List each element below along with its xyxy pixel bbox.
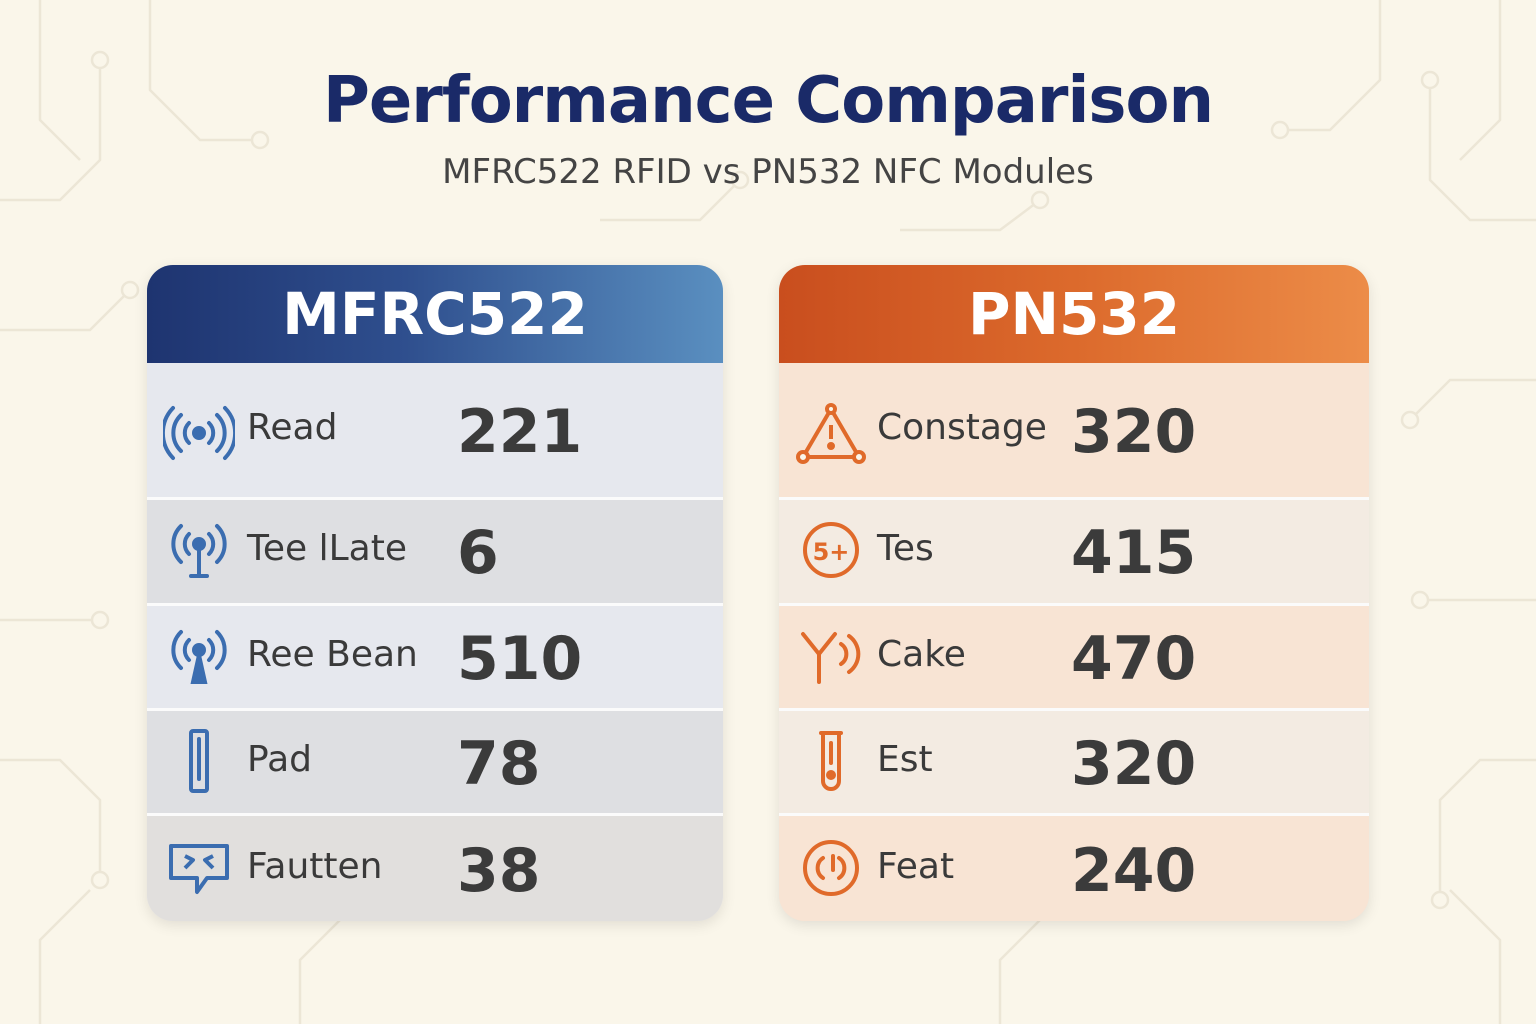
mfrc522-row: Tee lLate 6 [147, 497, 723, 603]
pn532-row: Feat 240 [779, 813, 1369, 921]
mfrc522-row: Ree Bean 510 [147, 603, 723, 708]
pn532-rows: Constage 320 5+ Tes 415 C [779, 363, 1369, 921]
row-label: Read [247, 407, 338, 448]
row-value: 510 [457, 624, 583, 694]
row-label: Tes [877, 528, 934, 569]
row-value: 320 [1071, 729, 1197, 799]
signal-tower-icon [795, 626, 867, 686]
coin-icon: 5+ [795, 520, 867, 580]
pn532-row: 5+ Tes 415 [779, 497, 1369, 603]
row-value: 78 [457, 729, 541, 799]
antenna-icon [163, 520, 235, 580]
mfrc522-header-label: MFRC522 [282, 280, 588, 348]
row-value: 320 [1071, 397, 1197, 467]
page-title: Performance Comparison [322, 64, 1214, 138]
row-value: 221 [457, 397, 583, 467]
mfrc522-row: Fautten 38 [147, 813, 723, 921]
antenna-icon [163, 626, 235, 686]
mfrc522-rows: Read 221 Tee lLate 6 [147, 363, 723, 921]
mfrc522-card: MFRC522 Read 221 [147, 265, 723, 921]
pn532-row: Cake 470 [779, 603, 1369, 708]
wireless-signal-icon [160, 403, 238, 463]
row-label: Tee lLate [247, 528, 407, 569]
bar-device-icon [163, 729, 235, 793]
coin-icon-text: 5+ [813, 538, 850, 566]
mfrc522-card-header: MFRC522 [147, 265, 723, 363]
row-value: 240 [1071, 836, 1197, 906]
clock-icon [795, 838, 867, 898]
row-value: 415 [1071, 518, 1197, 588]
mfrc522-row: Read 221 [147, 363, 723, 497]
row-value: 6 [457, 518, 499, 588]
test-tube-icon [795, 729, 867, 791]
pn532-row: Est 320 [779, 708, 1369, 813]
chat-bubble-icon [163, 838, 235, 898]
row-label: Cake [877, 634, 966, 675]
mfrc522-row: Pad 78 [147, 708, 723, 813]
row-label: Fautten [247, 846, 383, 887]
warning-network-icon [795, 403, 867, 464]
row-value: 470 [1071, 624, 1197, 694]
pn532-row: Constage 320 [779, 363, 1369, 497]
pn532-card-header: PN532 [779, 265, 1369, 363]
row-label: Ree Bean [247, 634, 418, 675]
pn532-header-label: PN532 [967, 280, 1181, 348]
row-label: Est [877, 739, 933, 780]
pn532-card: PN532 Constage 320 5+ [779, 265, 1369, 921]
row-value: 38 [457, 836, 541, 906]
row-label: Feat [877, 846, 955, 887]
page-subtitle: MFRC522 RFID vs PN532 NFC Modules [442, 152, 1094, 192]
row-label: Constage [877, 407, 1047, 448]
row-label: Pad [247, 739, 313, 780]
